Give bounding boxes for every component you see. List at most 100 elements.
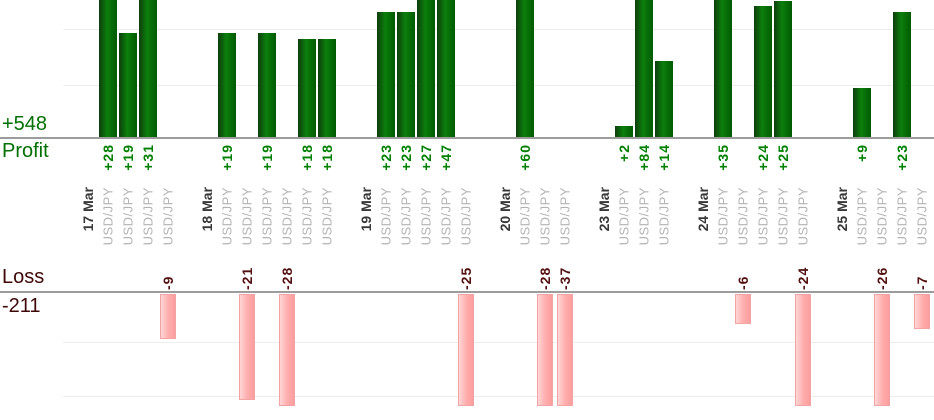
profit-bar	[615, 126, 633, 137]
loss-bar	[874, 294, 890, 406]
symbol-label: USD/JPY	[259, 187, 275, 246]
loss-bar	[239, 294, 255, 400]
profit-value-label: +25	[775, 144, 791, 171]
loss-chart-area	[0, 293, 934, 407]
profit-bar	[853, 88, 871, 137]
loss-value-label: -26	[874, 266, 890, 290]
loss-bar	[160, 294, 176, 339]
date-label: 18 Mar	[199, 187, 215, 232]
loss-gridline-10	[63, 342, 934, 343]
date-label: 23 Mar	[596, 187, 612, 232]
date-label: 25 Mar	[834, 187, 850, 232]
symbol-label: USD/JPY	[398, 187, 414, 246]
loss-axis-label: Loss	[2, 266, 45, 288]
symbol-label: USD/JPY	[378, 187, 394, 246]
symbol-label: USD/JPY	[656, 187, 672, 246]
symbol-label: USD/JPY	[120, 187, 136, 246]
profit-value-label: +84	[636, 144, 652, 171]
symbol-label: USD/JPY	[874, 187, 890, 246]
date-label: 17 Mar	[80, 187, 96, 232]
profit-value-label: +35	[715, 144, 731, 171]
profit-value-label: +23	[378, 144, 394, 171]
symbol-label: USD/JPY	[517, 187, 533, 246]
profit-bar	[258, 33, 276, 137]
profit-value-labels: +28 +19 +31 +19 +19 +18 +18 +23 +23 +27 +47 +60 +2 +8…	[0, 139, 934, 185]
category-axis-labels: 17 Mar USD/JPY USD/JPY USD/JPY USD/JPY 18 Mar…	[0, 185, 934, 251]
loss-value-label: -28	[279, 266, 295, 290]
loss-bar	[537, 294, 553, 406]
symbol-label: USD/JPY	[616, 187, 632, 246]
symbol-label: USD/JPY	[557, 187, 573, 246]
profit-bar	[754, 6, 772, 137]
loss-bar	[557, 294, 573, 406]
profit-bar	[893, 12, 911, 137]
symbol-label: USD/JPY	[775, 187, 791, 246]
profit-value-label: +23	[894, 144, 910, 171]
profit-bar	[417, 0, 435, 137]
profit-value-label: +19	[120, 144, 136, 171]
loss-value-label: -21	[239, 266, 255, 290]
profit-bar	[397, 12, 415, 137]
loss-value-label: -28	[537, 266, 553, 290]
profit-axis-line	[0, 137, 934, 139]
symbol-label: USD/JPY	[140, 187, 156, 246]
profit-bar	[437, 0, 455, 137]
symbol-label: USD/JPY	[279, 187, 295, 246]
profit-bar	[655, 61, 673, 137]
profit-gridline-20	[63, 29, 934, 30]
profit-axis-label: Profit	[2, 140, 49, 162]
profit-bar	[714, 0, 732, 137]
symbol-label: USD/JPY	[100, 187, 116, 246]
loss-gridline-20	[63, 396, 934, 397]
profit-value-label: +19	[219, 144, 235, 171]
profit-value-label: +27	[418, 144, 434, 171]
profit-value-label: +2	[616, 144, 632, 162]
profit-bar	[318, 39, 336, 137]
profit-bar	[516, 0, 534, 137]
date-label: 24 Mar	[695, 187, 711, 232]
loss-value-label: -25	[458, 266, 474, 290]
loss-axis-line	[0, 291, 934, 293]
profit-gridline-10	[63, 85, 934, 86]
profit-value-label: +9	[854, 144, 870, 162]
loss-value-label: -9	[160, 275, 176, 290]
symbol-label: USD/JPY	[160, 187, 176, 246]
symbol-label: USD/JPY	[715, 187, 731, 246]
loss-bar	[914, 294, 930, 329]
profit-bar	[298, 39, 316, 137]
profit-value-label: +23	[398, 144, 414, 171]
profit-value-label: +60	[517, 144, 533, 171]
profit-value-label: +18	[299, 144, 315, 171]
symbol-label: USD/JPY	[219, 187, 235, 246]
profit-value-label: +31	[140, 144, 156, 171]
loss-value-label: -6	[735, 275, 751, 290]
profit-bar	[119, 33, 137, 137]
symbol-label: USD/JPY	[319, 187, 335, 246]
symbol-label: USD/JPY	[438, 187, 454, 246]
symbol-label: USD/JPY	[755, 187, 771, 246]
symbol-label: USD/JPY	[795, 187, 811, 246]
loss-bar	[735, 294, 751, 324]
profit-bar	[774, 1, 792, 137]
profit-value-label: +18	[319, 144, 335, 171]
profit-value-label: +19	[259, 144, 275, 171]
symbol-label: USD/JPY	[299, 187, 315, 246]
symbol-label: USD/JPY	[636, 187, 652, 246]
symbol-label: USD/JPY	[854, 187, 870, 246]
loss-bar	[458, 294, 474, 406]
profit-bar	[377, 12, 395, 137]
loss-bar	[795, 294, 811, 406]
loss-value-label: -37	[557, 266, 573, 290]
symbol-label: USD/JPY	[458, 187, 474, 246]
profit-bar	[99, 0, 117, 137]
profit-bar	[635, 0, 653, 137]
symbol-label: USD/JPY	[418, 187, 434, 246]
profit-value-label: +14	[656, 144, 672, 171]
profit-bar	[218, 33, 236, 137]
loss-bar	[279, 294, 295, 406]
profit-value-label: +47	[438, 144, 454, 171]
symbol-label: USD/JPY	[914, 187, 930, 246]
date-label: 20 Mar	[497, 187, 513, 232]
profit-value-label: +28	[100, 144, 116, 171]
